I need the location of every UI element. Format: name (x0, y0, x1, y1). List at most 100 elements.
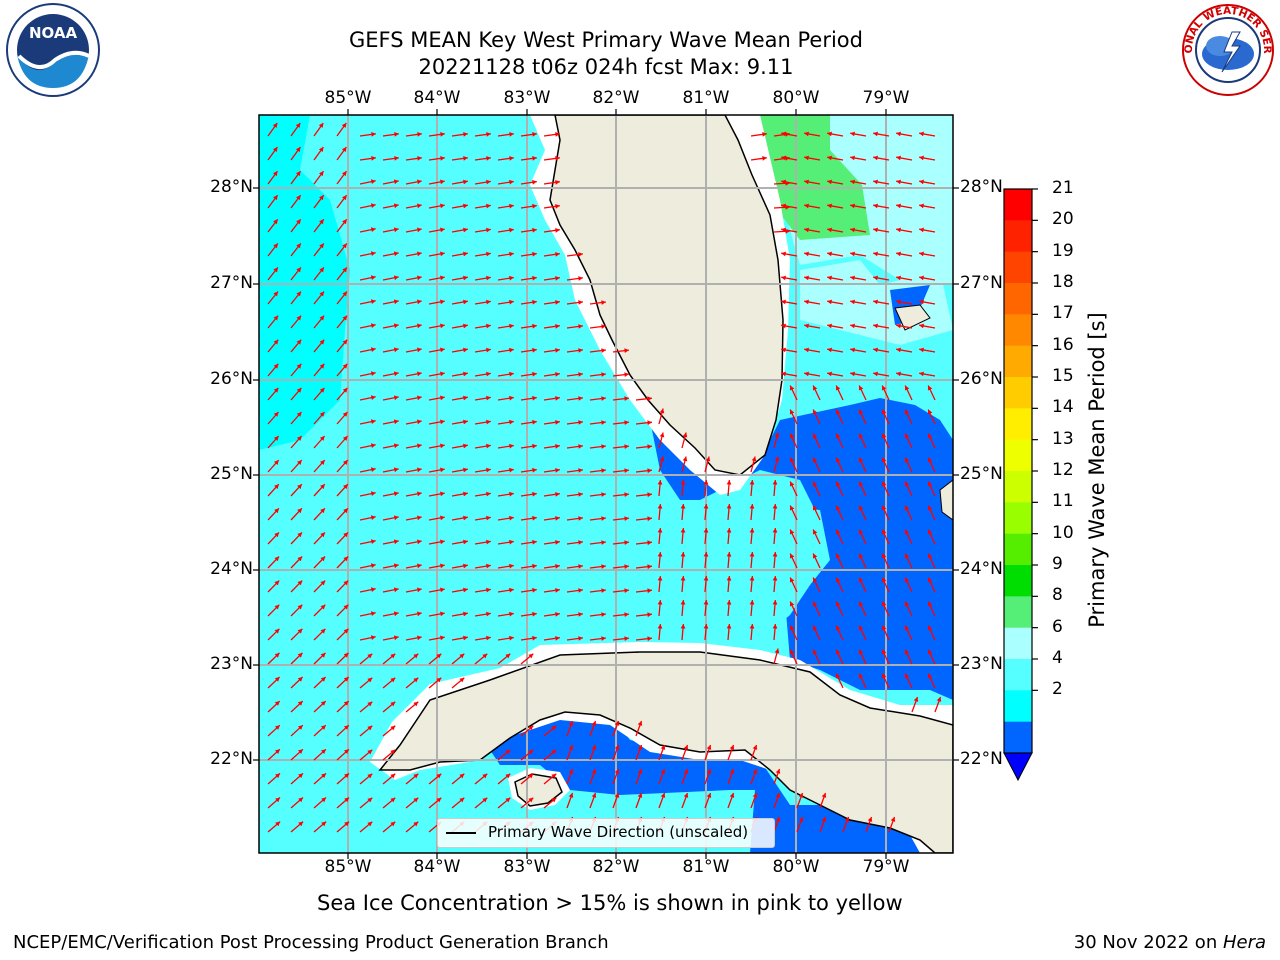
wave-arrow-head (440, 491, 445, 497)
wave-arrow-head (850, 131, 855, 137)
wave-arrow-head (850, 347, 855, 353)
sea-ice-note: Sea Ice Concentration > 15% is shown in … (317, 891, 903, 915)
wave-arrow-head (298, 749, 303, 754)
wave-arrow-head (657, 600, 663, 605)
wave-arrow-head (413, 821, 419, 827)
wave-arrow-head (440, 156, 445, 161)
wave-arrow-head (660, 769, 666, 774)
wave-arrow-head (904, 529, 910, 535)
wave-arrow-head (927, 505, 933, 511)
wave-arrow-head (881, 529, 887, 535)
wave-arrow-head (568, 721, 574, 726)
colorbar (1003, 188, 1038, 782)
wave-arrow-head (850, 371, 855, 377)
wave-arrow-head (835, 601, 841, 607)
wave-arrow-head (881, 601, 887, 607)
wave-arrow-head (319, 412, 325, 417)
wave-arrow-head (781, 323, 786, 329)
wave-arrow-head (749, 552, 755, 557)
wave-arrow-head (393, 347, 399, 353)
lon-label: 85°W (324, 88, 372, 108)
wave-arrow-head (904, 457, 910, 463)
wave-arrow-head (440, 132, 445, 137)
wave-arrow-head (342, 339, 348, 345)
wave-arrow-head (781, 155, 786, 161)
wave-arrow-head (789, 529, 795, 535)
wave-arrow-head (555, 204, 560, 209)
wave-arrow-head (624, 564, 629, 569)
wave-arrow-head (881, 385, 887, 391)
wave-arrow-head (703, 552, 709, 557)
lat-label-right: 28°N (960, 177, 1003, 197)
wave-arrow-head (341, 123, 347, 128)
wave-arrow-head (342, 363, 348, 369)
wave-arrow-head (342, 267, 347, 273)
wave-arrow-head (413, 701, 419, 707)
wave-arrow-head (772, 480, 778, 485)
wave-arrow-head (440, 275, 445, 281)
wave-arrow-head (273, 219, 278, 225)
wave-arrow-head (904, 577, 910, 583)
wave-arrow-head (482, 797, 488, 803)
wave-arrow-head (319, 291, 324, 297)
wave-arrow-head (390, 701, 396, 707)
colorbar-segment (1004, 627, 1032, 660)
wave-arrow-head (486, 395, 491, 401)
wave-arrow-head (298, 773, 303, 779)
wave-arrow-head (726, 480, 732, 485)
wave-arrow-head (367, 749, 373, 755)
wave-arrow-head (274, 604, 280, 610)
wave-arrow-head (881, 649, 887, 655)
wave-arrow-head (532, 227, 537, 233)
wave-arrow-head (680, 576, 686, 581)
wave-arrow-head (274, 701, 280, 706)
wave-arrow-head (417, 347, 422, 353)
wave-arrow-head (774, 432, 780, 438)
wave-arrow-head (393, 251, 399, 257)
wave-arrow-head (390, 677, 396, 683)
wave-arrow-head (858, 601, 864, 607)
wave-arrow-head (343, 628, 349, 634)
wave-arrow-head (578, 276, 583, 281)
wave-arrow-head (532, 515, 537, 521)
wave-arrow-head (417, 587, 422, 593)
wave-arrow-head (273, 436, 279, 441)
wave-arrow-head (417, 563, 422, 569)
wave-arrow-head (812, 649, 818, 655)
wave-arrow-head (417, 419, 422, 425)
wave-arrow-head (752, 745, 758, 750)
wave-arrow-head (555, 132, 560, 137)
colorbar-segment (1004, 439, 1032, 472)
wave-arrow-head (343, 725, 349, 730)
wave-arrow-head (417, 491, 422, 497)
wave-arrow-head (463, 251, 468, 257)
wave-arrow-head (601, 420, 606, 425)
wave-arrow-head (321, 821, 327, 827)
wave-arrow-head (370, 419, 376, 424)
lat-label-right: 24°N (960, 559, 1003, 579)
wave-arrow-head (296, 219, 301, 225)
wave-arrow-head (528, 653, 534, 659)
wave-arrow-head (532, 467, 537, 473)
wave-arrow-head (927, 649, 933, 655)
wave-arrow-head (683, 745, 689, 750)
wave-arrow-head (275, 773, 280, 779)
wave-arrow-head (505, 653, 511, 659)
wave-arrow-head (873, 347, 878, 353)
wave-arrow-head (789, 553, 795, 559)
wave-arrow-head (486, 611, 491, 617)
wave-arrow-head (703, 480, 709, 485)
wave-arrow-head (509, 395, 514, 401)
wave-arrow-head (393, 179, 399, 185)
wave-arrow-head (486, 132, 491, 137)
wave-arrow-head (555, 492, 560, 497)
wave-arrow-head (319, 436, 325, 441)
lon-label: 84°W (413, 857, 461, 877)
wave-arrow-head (297, 701, 303, 706)
wave-arrow-head (273, 387, 279, 393)
wave-arrow-head (647, 564, 652, 570)
wave-arrow-head (919, 347, 924, 353)
lat-label-right: 27°N (960, 273, 1003, 293)
wave-arrow-head (436, 677, 442, 683)
wave-arrow-head (703, 504, 709, 509)
